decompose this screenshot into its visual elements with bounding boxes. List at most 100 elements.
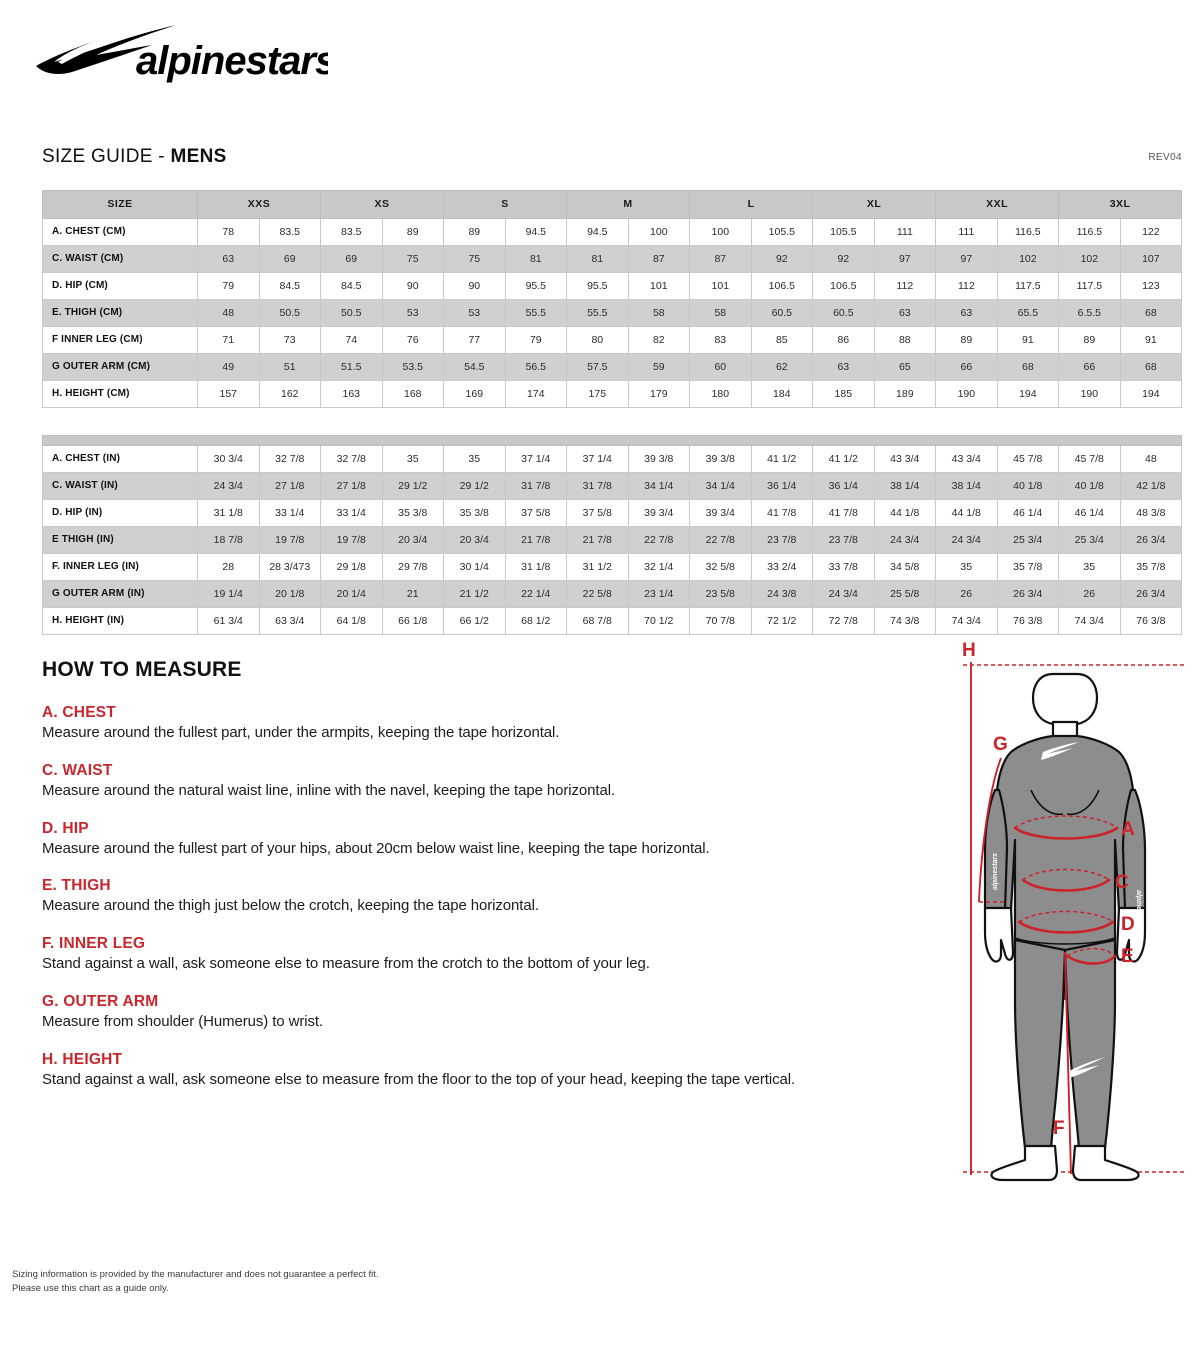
table-cell: 85 xyxy=(750,326,814,354)
table-cell: 97 xyxy=(935,245,998,273)
table-cell: 20 1/8 xyxy=(258,580,321,608)
table-cell: 53 xyxy=(381,299,445,327)
table-cell: 101 xyxy=(689,272,752,300)
table-cell: 92 xyxy=(812,245,875,273)
table-cell: 105.5 xyxy=(812,218,875,246)
table-cell: 73 xyxy=(258,326,322,354)
table-row: C. WAIST (IN) 24 3/4 27 1/8 27 1/8 29 1/2 29 … xyxy=(42,472,1183,500)
table-cell: 23 7/8 xyxy=(750,526,813,554)
table-cell: 46 1/4 xyxy=(996,499,1059,527)
table-cell: 32 7/8 xyxy=(258,445,321,473)
row-label: G OUTER ARM (CM) xyxy=(42,353,198,381)
table-cell: 26 3/4 xyxy=(1119,580,1183,608)
how-to-measure-section: HOW TO MEASURE A. CHEST Measure around th… xyxy=(42,658,922,1108)
table-cell: 107 xyxy=(1119,245,1183,273)
measure-item-text: Measure around the fullest part of your … xyxy=(42,839,710,857)
table-cell: 63 xyxy=(812,353,875,381)
table-cell: 169 xyxy=(443,380,506,408)
footer-line-1: Sizing information is provided by the ma… xyxy=(12,1269,379,1280)
table-cell: 95.5 xyxy=(566,272,629,300)
table-cell: 106.5 xyxy=(812,272,875,300)
table-cell: 65.5 xyxy=(996,299,1060,327)
table-cell: 66 xyxy=(935,353,998,381)
table-cell: 46 1/4 xyxy=(1058,499,1121,527)
table-cell: 33 7/8 xyxy=(812,553,875,581)
table-cell: 32 5/8 xyxy=(689,553,752,581)
table-cell: 66 1/8 xyxy=(381,607,444,635)
measure-item-title: E. THIGH xyxy=(42,877,111,895)
table-cell: 60.5 xyxy=(750,299,814,327)
col-header-s: S xyxy=(443,190,568,219)
table-cell: 29 1/2 xyxy=(381,472,444,500)
table-cell: 40 1/8 xyxy=(996,472,1059,500)
table-cell: 29 7/8 xyxy=(381,553,444,581)
table-cell: 19 7/8 xyxy=(320,526,383,554)
table-cell: 68 7/8 xyxy=(566,607,629,635)
table-cell: 55.5 xyxy=(504,299,568,327)
table-cell: 31 1/8 xyxy=(197,499,260,527)
table-cell: 162 xyxy=(258,380,322,408)
table-cell: 53 xyxy=(443,299,506,327)
table-cell: 63 xyxy=(935,299,998,327)
diagram-label-h: H xyxy=(962,640,976,661)
table-cell: 116.5 xyxy=(1058,218,1121,246)
table-cell: 24 3/8 xyxy=(750,580,813,608)
table-cell: 18 7/8 xyxy=(197,526,260,554)
table-cell: 44 1/8 xyxy=(935,499,998,527)
table-cell: 76 3/8 xyxy=(996,607,1059,635)
size-table-in: A. CHEST (IN) 30 3/4 32 7/8 32 7/8 35 35 37 1/… xyxy=(41,435,1183,635)
table-header-row: SIZE XXS XS S M L XL XXL 3XL xyxy=(42,190,1183,219)
table-cell: 74 3/8 xyxy=(873,607,936,635)
table-cell: 51 xyxy=(258,353,322,381)
table-cell: 111 xyxy=(873,218,937,246)
table-cell: 87 xyxy=(627,245,691,273)
table-cell: 63 3/4 xyxy=(258,607,321,635)
table-cell: 189 xyxy=(873,380,937,408)
table-cell: 185 xyxy=(812,380,875,408)
measure-item-f: F. INNER LEG Stand against a wall, ask so… xyxy=(42,935,922,974)
table-cell: 31 7/8 xyxy=(566,472,629,500)
table-cell: 48 3/8 xyxy=(1119,499,1183,527)
table-separator-band xyxy=(41,435,1183,446)
measure-item-title: G. OUTER ARM xyxy=(42,992,159,1010)
table-cell: 91 xyxy=(1119,326,1183,354)
table-cell: 83.5 xyxy=(258,218,322,246)
body-measurement-diagram: .sk { fill:#8d8d8d; stroke:#111; stroke-… xyxy=(945,640,1190,1200)
table-cell: 24 3/4 xyxy=(935,526,998,554)
table-cell: 54.5 xyxy=(443,353,506,381)
table-cell: 105.5 xyxy=(750,218,814,246)
row-label: E. THIGH (CM) xyxy=(42,299,198,327)
row-label: H. HEIGHT (CM) xyxy=(42,380,198,408)
table-cell: 28 3/473 xyxy=(258,553,321,581)
col-header-3xl: 3XL xyxy=(1058,190,1183,219)
table-cell: 83 xyxy=(689,326,752,354)
table-cell: 80 xyxy=(566,326,629,354)
table-cell: 69 xyxy=(258,245,322,273)
table-cell: 29 1/8 xyxy=(320,553,383,581)
table-cell: 53.5 xyxy=(381,353,445,381)
table-cell: 39 3/4 xyxy=(627,499,690,527)
table-cell: 35 7/8 xyxy=(996,553,1059,581)
table-cell: 89 xyxy=(443,218,506,246)
footer-disclaimer: Sizing information is provided by the ma… xyxy=(12,1268,912,1297)
table-row: H. HEIGHT (CM) 157 162 163 168 169 174 175 179 18… xyxy=(42,380,1183,408)
table-cell: 94.5 xyxy=(566,218,629,246)
table-cell: 43 3/4 xyxy=(935,445,998,473)
table-cell: 97 xyxy=(873,245,937,273)
table-cell: 58 xyxy=(627,299,691,327)
measure-item-h: H. HEIGHT Stand against a wall, ask someo… xyxy=(42,1051,922,1090)
table-cell: 117.5 xyxy=(1058,272,1121,300)
measure-item-text: Measure from shoulder (Humerus) to wrist… xyxy=(42,1012,323,1030)
measure-item-text: Measure around the fullest part, under t… xyxy=(42,724,560,741)
table-cell: 41 7/8 xyxy=(750,499,813,527)
table-cell: 70 1/2 xyxy=(627,607,690,635)
svg-text:alpinestars: alpinestars xyxy=(1135,890,1142,927)
row-label: C. WAIST (IN) xyxy=(42,472,198,500)
table-cell: 184 xyxy=(750,380,814,408)
measure-item-text: Measure around the thigh just below the … xyxy=(42,897,539,915)
table-cell: 24 3/4 xyxy=(197,472,260,500)
table-cell: 31 7/8 xyxy=(504,472,567,500)
measure-item-e: E. THIGH Measure around the thigh just be… xyxy=(42,877,922,916)
table-cell: 75 xyxy=(381,245,445,273)
table-cell: 19 1/4 xyxy=(197,580,260,608)
